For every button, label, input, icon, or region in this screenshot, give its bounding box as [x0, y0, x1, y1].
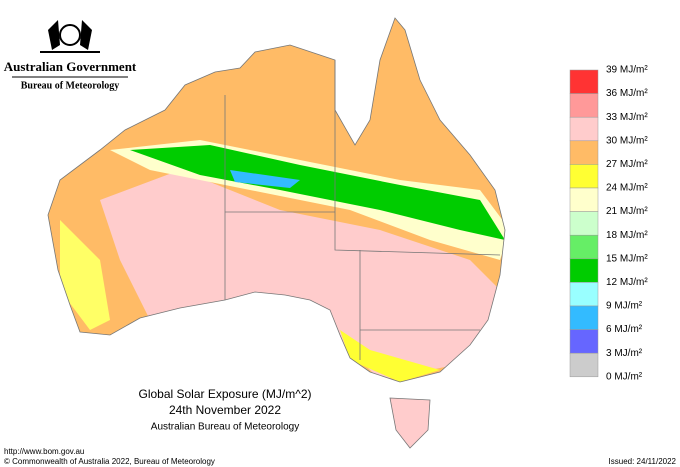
issued: Issued: 24/11/2022 — [609, 457, 677, 466]
legend-label: 9 MJ/m² — [606, 301, 643, 312]
legend-label: 18 MJ/m² — [606, 230, 648, 241]
legend-swatch — [569, 140, 599, 165]
legend-label: 12 MJ/m² — [606, 277, 648, 288]
legend-swatch — [569, 116, 599, 142]
legend-label: 39 MJ/m² — [606, 65, 648, 76]
legend-label: 33 MJ/m² — [606, 112, 648, 123]
legend-swatch — [569, 211, 599, 236]
copyright: © Commonwealth of Australia 2022, Bureau… — [4, 457, 215, 466]
legend-swatch — [569, 93, 599, 118]
legend-swatch — [569, 282, 599, 307]
legend-label: 21 MJ/m² — [606, 206, 648, 217]
legend-label: 27 MJ/m² — [606, 159, 648, 170]
legend-swatch — [569, 305, 599, 330]
legend-swatch — [569, 234, 599, 260]
url: http://www.bom.gov.au — [4, 447, 84, 456]
legend-swatch — [569, 164, 599, 189]
legend-swatch — [569, 69, 599, 94]
legend-label: 3 MJ/m² — [606, 348, 643, 359]
legend-swatch — [569, 329, 599, 354]
legend-label: 24 MJ/m² — [606, 183, 648, 194]
state-borders — [224, 60, 501, 360]
legend-swatch — [569, 352, 599, 378]
caption-source: Australian Bureau of Meteorology — [151, 422, 299, 433]
legend-swatch — [569, 187, 599, 212]
emblem — [40, 20, 100, 53]
caption-title: Global Solar Exposure (MJ/m^2) — [138, 387, 311, 401]
legend-label: 6 MJ/m² — [606, 324, 643, 335]
tasmania — [389, 397, 431, 449]
government: Australian Government — [4, 59, 137, 74]
legend-label: 30 MJ/m² — [606, 135, 648, 146]
legend-swatch — [569, 258, 599, 283]
agency: Bureau of Meteorology — [21, 80, 120, 91]
legend-label: 15 MJ/m² — [606, 253, 648, 264]
caption-date: 24th November 2022 — [169, 403, 281, 417]
legend: 39 MJ/m² 36 MJ/m² 33 MJ/m² 30 MJ/m² 27 MJ/m²… — [569, 65, 648, 382]
legend-label: 36 MJ/m² — [606, 88, 648, 99]
legend-label: 0 MJ/m² — [606, 371, 643, 382]
